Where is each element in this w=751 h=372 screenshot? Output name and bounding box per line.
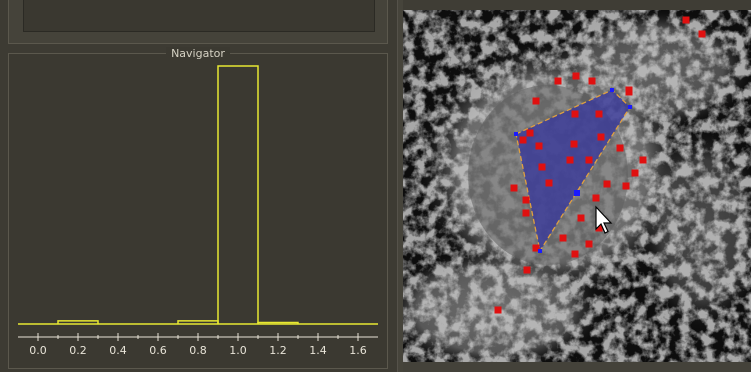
polygon-vertex-handle[interactable]	[574, 190, 580, 196]
point-marker[interactable]	[577, 214, 585, 222]
image-canvas[interactable]	[403, 10, 751, 362]
point-marker[interactable]	[572, 72, 580, 80]
polygon-vertices-layer[interactable]	[514, 88, 632, 253]
point-marker[interactable]	[682, 16, 690, 24]
x-tick-label-4: 0.8	[189, 344, 207, 357]
point-marker[interactable]	[595, 224, 603, 232]
point-marker[interactable]	[597, 133, 605, 141]
point-marker[interactable]	[585, 156, 593, 164]
point-marker[interactable]	[625, 86, 633, 94]
x-tick-label-1: 0.2	[69, 344, 87, 357]
point-marker[interactable]	[570, 140, 578, 148]
point-marker[interactable]	[523, 266, 531, 274]
point-marker[interactable]	[616, 144, 624, 152]
point-marker[interactable]	[532, 97, 540, 105]
point-marker[interactable]	[631, 169, 639, 177]
navigator-panel: Navigator 0.0 0.2 0.4 0.6 0.8 1.0 1.2 1.4 1.6	[8, 47, 388, 369]
point-marker[interactable]	[603, 180, 611, 188]
point-marker[interactable]	[588, 77, 596, 85]
point-marker[interactable]	[522, 196, 530, 204]
point-marker[interactable]	[622, 182, 630, 190]
point-marker[interactable]	[571, 250, 579, 258]
canvas-bottom-border	[403, 362, 751, 372]
point-marker[interactable]	[566, 156, 574, 164]
point-marker[interactable]	[510, 184, 518, 192]
polygon-vertex-handle[interactable]	[610, 88, 614, 92]
point-marker[interactable]	[554, 77, 562, 85]
x-tick-label-2: 0.4	[109, 344, 127, 357]
x-tick-label-0: 0.0	[29, 344, 47, 357]
x-tick-label-5: 1.0	[229, 344, 247, 357]
image-canvas-svg[interactable]	[403, 10, 751, 362]
navigator-title: Navigator	[9, 47, 387, 60]
point-marker[interactable]	[519, 136, 527, 144]
x-tick-label-3: 0.6	[149, 344, 167, 357]
pane-splitter[interactable]	[397, 0, 403, 372]
point-marker[interactable]	[585, 240, 593, 248]
point-marker[interactable]	[522, 209, 530, 217]
point-marker[interactable]	[532, 244, 540, 252]
navigator-title-text: Navigator	[166, 47, 230, 60]
point-marker[interactable]	[698, 30, 706, 38]
point-marker[interactable]	[592, 194, 600, 202]
point-marker[interactable]	[571, 110, 579, 118]
arrow-cursor-icon	[595, 205, 613, 234]
point-marker[interactable]	[538, 163, 546, 171]
points-layer[interactable]	[494, 16, 706, 314]
point-marker[interactable]	[559, 234, 567, 242]
canvas-top-border	[403, 0, 751, 10]
point-marker[interactable]	[595, 110, 603, 118]
histogram-bar-0	[57, 320, 99, 324]
x-tick-label-8: 1.6	[349, 344, 367, 357]
left-panel: Navigator 0.0 0.2 0.4 0.6 0.8 1.0 1.2 1.4 1.6	[8, 0, 388, 369]
point-marker[interactable]	[639, 156, 647, 164]
point-marker[interactable]	[535, 142, 543, 150]
point-marker[interactable]	[494, 306, 502, 314]
histogram-bar-2	[217, 65, 259, 324]
polygon-vertex-handle[interactable]	[538, 249, 542, 253]
histogram-chart[interactable]: 0.0 0.2 0.4 0.6 0.8 1.0 1.2 1.4 1.6	[9, 54, 387, 368]
upper-panel-field[interactable]	[23, 0, 375, 32]
upper-panel	[8, 0, 388, 44]
polygon-vertex-handle[interactable]	[628, 105, 632, 109]
x-tick-label-7: 1.4	[309, 344, 327, 357]
x-tick-label-6: 1.2	[269, 344, 287, 357]
point-marker[interactable]	[545, 179, 553, 187]
histogram-bar-3	[257, 321, 299, 324]
polygon-vertex-handle[interactable]	[514, 132, 518, 136]
point-marker[interactable]	[526, 129, 534, 137]
